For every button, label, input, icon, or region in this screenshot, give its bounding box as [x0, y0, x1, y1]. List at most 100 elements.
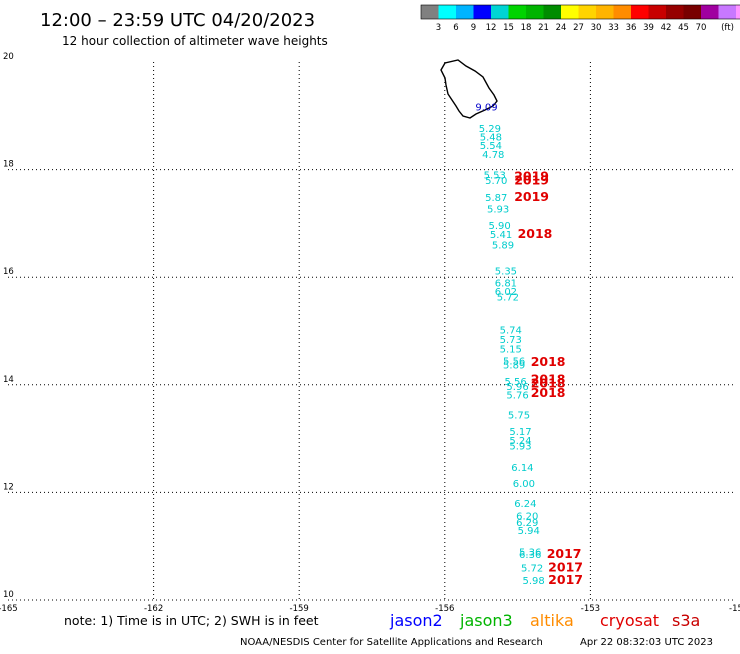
legend-swatch: [613, 5, 631, 19]
y-axis-ticks: 20 18 16 14 12 10: [3, 52, 14, 600]
wave-height-value: 5.87: [485, 193, 507, 204]
legend-label: 42: [661, 23, 672, 33]
x-tick-label: -165: [0, 604, 18, 614]
wave-height-value: 5.73: [500, 335, 522, 346]
wave-height-value: 9.09: [475, 102, 497, 113]
x-tick-label: -153: [581, 604, 600, 614]
y-tick-label: 20: [3, 52, 14, 62]
legend-swatch: [578, 5, 596, 19]
footer-credit: NOAA/NESDIS Center for Satellite Applica…: [240, 637, 543, 648]
date-label: 2018: [531, 372, 566, 387]
legend-swatch: [683, 5, 701, 19]
wave-height-value: 5.56: [504, 377, 526, 388]
wave-height-value: 5.54: [480, 141, 502, 152]
legend-swatch: [666, 5, 684, 19]
x-tick-label: -15: [729, 604, 740, 614]
y-tick-label: 10: [3, 590, 14, 600]
legend-swatch: [491, 5, 509, 19]
legend-label: 6: [453, 23, 458, 33]
wave-height-value: 5.94: [518, 526, 540, 537]
date-label: 2018: [531, 354, 566, 369]
date-label: 2018: [518, 226, 553, 241]
legend-label: 30: [591, 23, 602, 33]
wave-height-value: 5.35: [495, 267, 517, 278]
legend-label: 39: [643, 23, 654, 33]
date-label: 2017: [548, 559, 583, 574]
wave-height-value: 5.15: [500, 345, 522, 356]
wave-height-value: 4.78: [482, 150, 504, 161]
date-label: 2018: [531, 385, 566, 400]
date-label: 2017: [548, 572, 583, 587]
legend-label: 21: [538, 23, 549, 33]
wave-height-value: 5.36: [519, 547, 541, 558]
legend-label: 27: [573, 23, 584, 33]
legend-label: 12: [486, 23, 497, 33]
wave-height-value: 5.89: [503, 361, 525, 372]
wave-height-value: 5.75: [508, 411, 530, 422]
date-label: 2019: [514, 173, 549, 188]
legend-swatch: [473, 5, 491, 19]
legend-swatch: [701, 5, 719, 19]
y-tick-label: 12: [3, 482, 14, 492]
legend-swatch: [508, 5, 526, 19]
wave-height-value: 5.98: [522, 576, 544, 587]
date-label: 2019: [514, 168, 549, 183]
wave-height-value: 5.93: [487, 205, 509, 216]
legend-label: 24: [556, 23, 567, 33]
wave-height-value: 5.24: [509, 436, 531, 447]
wave-height-value: 5.74: [500, 326, 522, 337]
wave-height-value: 5.93: [509, 441, 531, 452]
legend-label: 9: [471, 23, 476, 33]
satellite-cryosat: cryosat: [600, 611, 659, 630]
wave-height-value: 5.72: [497, 292, 519, 303]
wave-height-value: 5.41: [490, 230, 512, 241]
legend-label: 70: [696, 23, 707, 33]
wave-height-value: 6.20: [516, 511, 538, 522]
legend-swatch: [648, 5, 666, 19]
wave-height-value: 5.17: [509, 427, 531, 438]
wave-height-value: 6.00: [513, 479, 535, 490]
wave-height-value: 5.72: [521, 563, 543, 574]
x-tick-label: -156: [435, 604, 454, 614]
page-title: 12:00 – 23:59 UTC 04/20/2023: [40, 10, 315, 31]
wave-height-value: 6.24: [514, 499, 536, 510]
wave-height-value: 6.36: [519, 550, 541, 561]
legend-swatch: [736, 5, 740, 19]
legend-label: 18: [521, 23, 532, 33]
plot-frame: [8, 62, 736, 600]
legend-swatch: [561, 5, 579, 19]
wave-height-value: 5.90: [488, 221, 510, 232]
date-label: 2017: [547, 546, 582, 561]
legend-label: 45: [678, 23, 689, 33]
wave-height-value: 5.70: [485, 176, 507, 187]
legend-border: [420, 4, 740, 20]
satellite-s3a: s3a: [672, 611, 700, 630]
color-scale-legend: 3 6 9 12 15 18 21 24 27 30 33 36 39 42 45 70 (ft): [420, 4, 740, 33]
wave-height-value: 5.76: [506, 390, 528, 401]
legend-label: (ft): [721, 23, 734, 33]
legend-swatch: [718, 5, 736, 19]
map-grid: [8, 62, 736, 601]
x-tick-label: -162: [144, 604, 163, 614]
wave-height-value: 6.02: [495, 287, 517, 298]
y-tick-label: 18: [3, 160, 14, 170]
satellite-legend: jason2 jason3 altika cryosat s3a: [389, 611, 700, 630]
wave-height-value: 6.81: [495, 278, 517, 289]
legend-swatch: [438, 5, 456, 19]
wave-height-value: 5.96: [506, 382, 528, 393]
wave-height-value: 6.14: [511, 463, 533, 474]
legend-swatch: [421, 5, 439, 19]
page-subtitle: 12 hour collection of altimeter wave hei…: [62, 34, 328, 48]
legend-swatch: [631, 5, 649, 19]
date-labels: 2019201920192018201820182018201820172017…: [514, 168, 583, 587]
satellite-jason2: jason2: [389, 611, 443, 630]
legend-label: 36: [626, 23, 637, 33]
legend-swatch: [596, 5, 614, 19]
legend-swatch: [543, 5, 561, 19]
footer-timestamp: Apr 22 08:32:03 UTC 2023: [580, 637, 713, 648]
wave-height-value: 5.89: [492, 241, 514, 252]
legend-swatch: [456, 5, 474, 19]
y-tick-label: 14: [3, 375, 14, 385]
